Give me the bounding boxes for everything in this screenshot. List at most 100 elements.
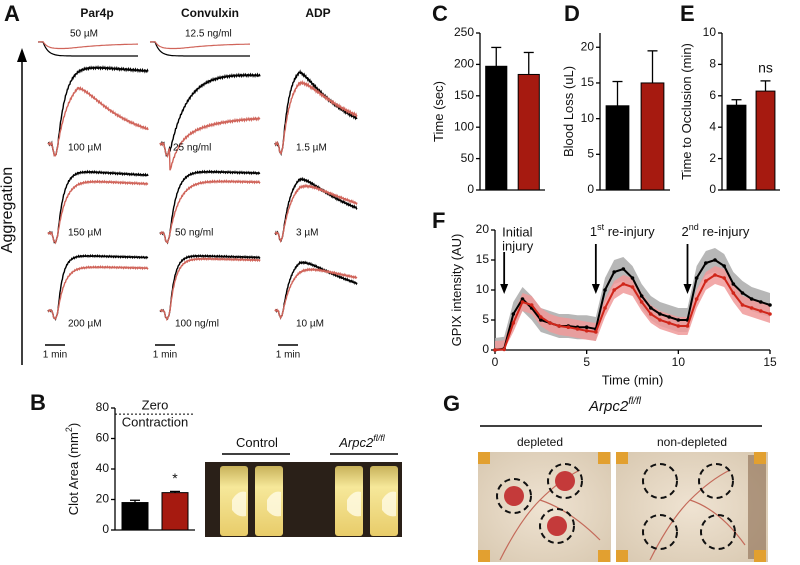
y-tick-label: 20 xyxy=(96,492,110,506)
point xyxy=(603,306,607,310)
trace xyxy=(159,256,261,322)
trace xyxy=(37,41,138,50)
panel-letter: C xyxy=(432,1,448,26)
column-header: Par4p xyxy=(80,6,113,20)
point xyxy=(520,297,525,301)
panel-letter: F xyxy=(432,208,445,233)
error-band xyxy=(495,248,770,350)
point xyxy=(713,258,717,262)
reference-label: Zero xyxy=(142,398,169,413)
y-tick-label: 10 xyxy=(581,111,595,125)
panel-letter: A xyxy=(4,1,20,26)
annotation: re-injury xyxy=(604,224,655,239)
photo xyxy=(478,452,768,562)
trace xyxy=(150,41,250,57)
trace xyxy=(274,176,358,242)
dose-label: 3 µM xyxy=(296,228,318,239)
trace xyxy=(47,264,149,320)
point xyxy=(694,297,699,301)
dose-label: 150 µM xyxy=(68,228,102,239)
point xyxy=(529,303,534,307)
point xyxy=(749,297,754,301)
trace xyxy=(274,79,358,155)
y-axis-label: ) xyxy=(66,423,81,427)
trace xyxy=(47,64,149,157)
dose-label: 50 ng/ml xyxy=(175,228,213,239)
y-tick-label: 0 xyxy=(102,522,109,536)
annotation: st xyxy=(597,222,605,232)
bar xyxy=(161,492,189,531)
y-axis-label: Time to Occlusion (min) xyxy=(679,43,694,180)
y-axis-label: Time to Occlusion (min) xyxy=(679,43,694,180)
point xyxy=(511,321,516,325)
point xyxy=(704,261,708,265)
y-tick-label: 150 xyxy=(454,88,474,102)
y-tick-label: 80 xyxy=(96,400,110,414)
bar xyxy=(640,82,665,191)
y-tick-label: 0 xyxy=(587,182,594,196)
dose-label: 25 ng/ml xyxy=(173,143,211,154)
bar xyxy=(755,90,776,191)
x-tick-label: 0 xyxy=(492,355,499,369)
trace xyxy=(47,253,149,321)
bar xyxy=(605,105,630,191)
trace xyxy=(159,254,261,320)
point xyxy=(667,321,671,325)
y-tick-label: 6 xyxy=(709,88,716,102)
error-band xyxy=(495,266,770,350)
y-tick-label: 20 xyxy=(581,39,595,53)
dose-label: 10 µM xyxy=(296,319,324,330)
dose-label: 12.5 ng/ml xyxy=(185,29,232,40)
point xyxy=(630,285,635,289)
trace xyxy=(274,267,358,320)
y-axis-label: Time (sec) xyxy=(431,81,446,142)
point xyxy=(649,306,653,310)
y-tick-label: 0 xyxy=(482,342,489,356)
dose-label: 100 µM xyxy=(68,143,102,154)
x-tick-label: 5 xyxy=(583,355,590,369)
trace xyxy=(149,41,250,50)
reference-label: Contraction xyxy=(122,415,188,430)
panel-letter: G xyxy=(443,391,460,416)
y-tick-label: 15 xyxy=(476,252,490,266)
axis-label: Aggregation xyxy=(0,167,16,253)
point xyxy=(557,324,561,328)
point xyxy=(740,291,745,295)
point xyxy=(612,288,616,292)
bar xyxy=(121,502,149,531)
y-tick-label: 2 xyxy=(709,151,716,165)
annotation: injury xyxy=(502,238,534,253)
point xyxy=(575,327,580,331)
annotation: ns xyxy=(758,60,773,76)
x-axis-label: Time (min) xyxy=(602,372,664,387)
trace xyxy=(159,72,261,158)
point xyxy=(493,348,497,352)
annotation: 2 xyxy=(682,224,689,239)
group-label: non-depleted xyxy=(657,435,727,449)
x-tick-label: 15 xyxy=(763,355,777,369)
y-axis-label: Time (sec) xyxy=(431,81,446,142)
point xyxy=(740,303,745,307)
y-tick-label: 8 xyxy=(709,57,716,71)
dose-label: 1.5 µM xyxy=(296,143,327,154)
x-tick-label: 10 xyxy=(672,355,686,369)
trace xyxy=(274,69,358,157)
y-axis-label: GPIX intensity (AU) xyxy=(449,234,464,347)
trace xyxy=(47,86,149,158)
trace xyxy=(159,169,261,245)
point xyxy=(502,347,506,352)
point xyxy=(594,330,598,334)
annotation: * xyxy=(172,470,178,486)
traces xyxy=(37,41,358,322)
group-title: Arpc2 xyxy=(588,398,629,415)
annotation: nd xyxy=(689,222,699,232)
group-title: Arpc2fl/fl xyxy=(588,396,642,415)
y-axis-label: GPIX intensity (AU) xyxy=(449,234,464,347)
dose-label: 200 µM xyxy=(68,319,102,330)
arrow-head xyxy=(17,48,27,62)
point xyxy=(749,306,754,310)
point xyxy=(539,315,543,319)
point xyxy=(722,276,726,280)
point xyxy=(520,300,525,304)
point xyxy=(713,273,717,277)
